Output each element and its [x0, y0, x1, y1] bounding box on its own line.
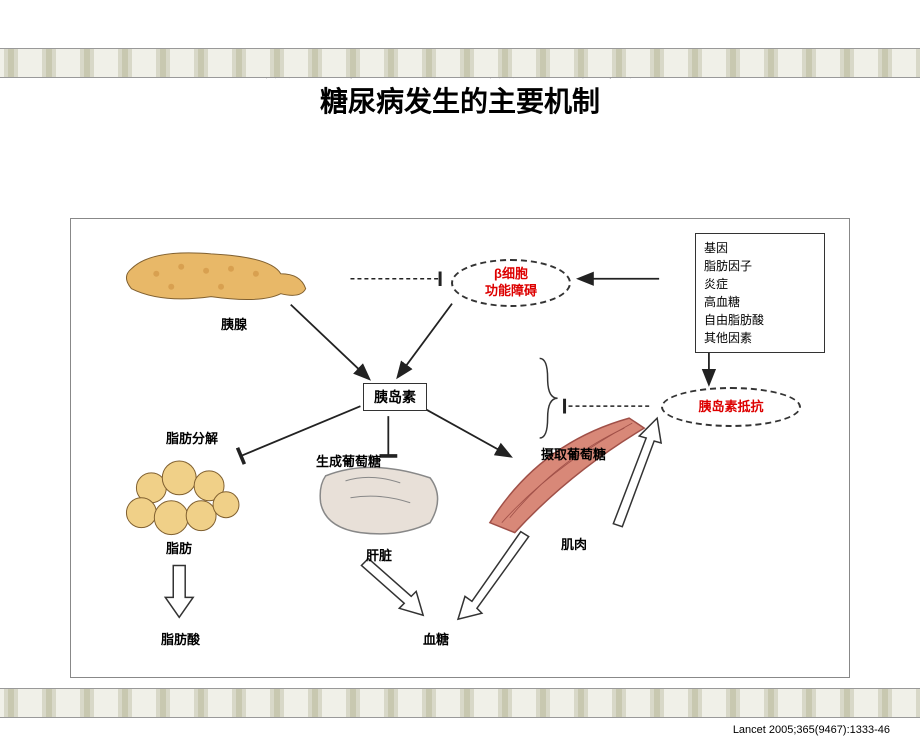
decorative-border-bottom: [0, 688, 920, 718]
factor-item: 其他因素: [704, 329, 816, 347]
factor-item: 脂肪因子: [704, 257, 816, 275]
arrow: [420, 406, 510, 456]
blood-sugar-label: 血糖: [423, 629, 449, 648]
factor-item: 自由脂肪酸: [704, 311, 816, 329]
pancreas-label: 胰腺: [221, 314, 247, 333]
factor-item: 基因: [704, 239, 816, 257]
insulin-node: 胰岛素: [363, 383, 427, 411]
muscle-icon: [490, 418, 644, 533]
pancreas-icon: [126, 253, 305, 300]
gluconeogenesis-label: 生成葡萄糖: [316, 451, 381, 470]
beta-cell-label: β细胞功能障碍: [485, 266, 537, 300]
factor-item: 高血糖: [704, 293, 816, 311]
resistance-node: 胰岛素抵抗: [661, 387, 801, 427]
fatty-acid-label: 脂肪酸: [161, 629, 200, 648]
factors-box: 基因 脂肪因子 炎症 高血糖 自由脂肪酸 其他因素: [695, 233, 825, 353]
muscle-label: 肌肉: [561, 534, 587, 553]
liver-icon: [320, 467, 437, 533]
fat-label: 脂肪: [166, 538, 192, 557]
arrow: [398, 304, 452, 377]
decorative-border-top: [0, 48, 920, 78]
glucose-uptake-label: 摄取葡萄糖: [541, 444, 606, 463]
resistance-label: 胰岛素抵抗: [698, 399, 763, 416]
citation-text: Lancet 2005;365(9467):1333-46: [733, 724, 890, 736]
arrow: [291, 305, 369, 379]
title-line2: 糖尿病发生的主要机制: [0, 84, 920, 120]
fat-icon: [126, 461, 239, 535]
diagram-container: 胰腺 β细胞功能障碍 基因 脂肪因子 炎症 高血糖 自由脂肪酸 其他因素 胰岛素…: [70, 218, 850, 678]
factor-item: 炎症: [704, 275, 816, 293]
arrow: [241, 406, 360, 456]
liver-label: 肝脏: [366, 545, 392, 564]
lipolysis-label: 脂肪分解: [166, 428, 218, 447]
beta-cell-node: β细胞功能障碍: [451, 259, 571, 307]
brace-icon: [540, 358, 558, 438]
